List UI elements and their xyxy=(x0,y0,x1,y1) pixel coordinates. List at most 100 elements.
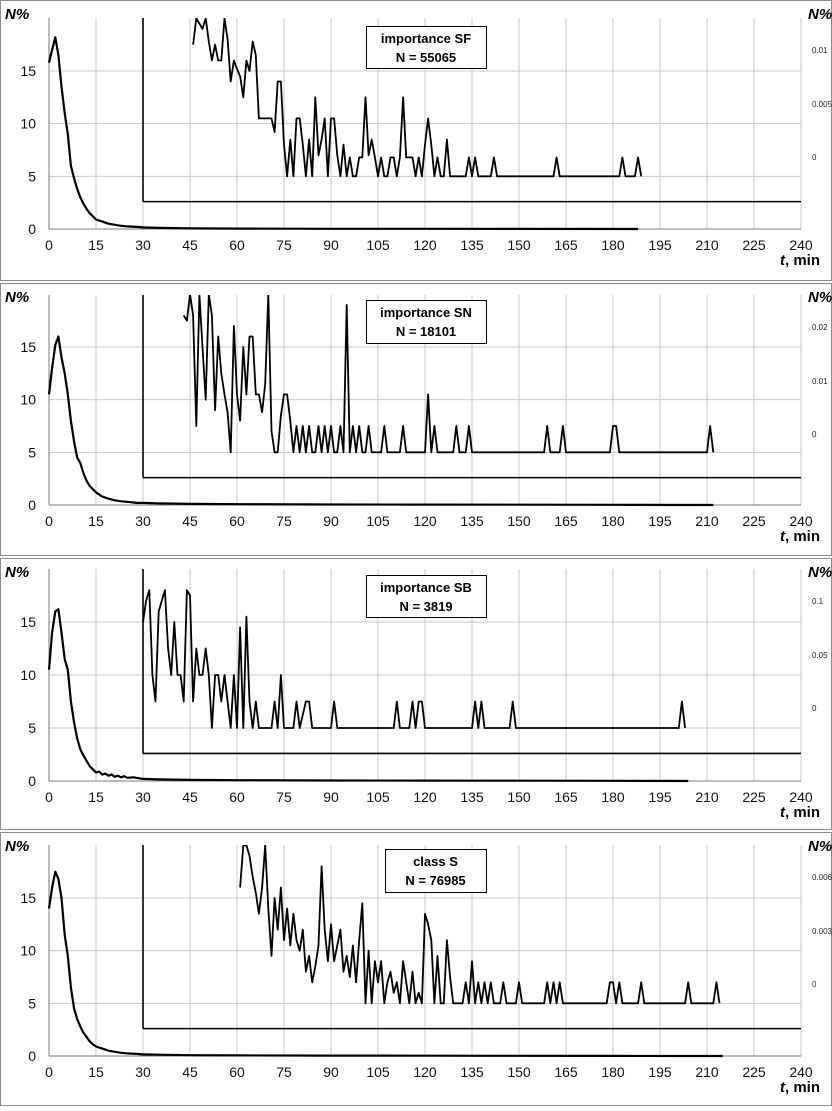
x-tick-label: 75 xyxy=(276,513,292,529)
x-tick-label: 180 xyxy=(601,237,625,253)
x-tick-label: 195 xyxy=(648,513,672,529)
y-tick-label: 15 xyxy=(20,614,36,630)
x-tick-label: 150 xyxy=(507,513,531,529)
x-axis-label: t, min xyxy=(780,528,820,545)
x-tick-label: 165 xyxy=(554,513,578,529)
x-tick-label: 105 xyxy=(366,789,390,805)
x-tick-label: 90 xyxy=(323,237,339,253)
legend: class SN = 76985 xyxy=(386,850,487,893)
x-tick-label: 210 xyxy=(695,789,719,805)
y-tick-label: 10 xyxy=(20,392,36,408)
x-tick-label: 0 xyxy=(45,513,53,529)
x-tick-label: 180 xyxy=(601,789,625,805)
x-tick-label: 240 xyxy=(789,1064,813,1080)
x-axis-label: t, min xyxy=(780,804,820,821)
y-tick-label: 15 xyxy=(20,63,36,79)
x-tick-label: 30 xyxy=(135,789,151,805)
inset-y-tick-label: 0.01 xyxy=(812,46,828,55)
x-tick-label: 195 xyxy=(648,237,672,253)
x-tick-label: 120 xyxy=(413,789,437,805)
y-tick-label: 10 xyxy=(20,667,36,683)
x-tick-label: 15 xyxy=(88,789,104,805)
y-axis-label: N% xyxy=(5,838,29,855)
x-tick-label: 0 xyxy=(45,237,53,253)
x-tick-label: 75 xyxy=(276,237,292,253)
inset-y-axis-label: N% xyxy=(808,6,832,23)
x-tick-label: 15 xyxy=(88,513,104,529)
x-tick-label: 135 xyxy=(460,1064,484,1080)
x-tick-label: 90 xyxy=(323,1064,339,1080)
x-tick-label: 105 xyxy=(366,237,390,253)
inset-y-tick-label: 0 xyxy=(812,704,817,713)
x-tick-label: 60 xyxy=(229,789,245,805)
x-tick-label: 210 xyxy=(695,513,719,529)
x-axis-label: t, min xyxy=(780,252,820,269)
y-axis-label: N% xyxy=(5,564,29,581)
y-tick-label: 0 xyxy=(28,497,36,513)
x-tick-label: 165 xyxy=(554,237,578,253)
inset-y-tick-label: 0 xyxy=(812,153,817,162)
x-tick-label: 120 xyxy=(413,1064,437,1080)
x-tick-label: 45 xyxy=(182,513,198,529)
legend-count: N = 18101 xyxy=(396,324,456,339)
x-tick-label: 165 xyxy=(554,789,578,805)
x-tick-label: 135 xyxy=(460,789,484,805)
x-tick-label: 30 xyxy=(135,1064,151,1080)
y-axis-label: N% xyxy=(5,6,29,23)
x-tick-label: 240 xyxy=(789,789,813,805)
inset-y-tick-label: 0.1 xyxy=(812,597,824,606)
x-tick-label: 150 xyxy=(507,237,531,253)
inset-y-tick-label: 0 xyxy=(812,980,817,989)
x-tick-label: 15 xyxy=(88,1064,104,1080)
legend-count: N = 55065 xyxy=(396,50,456,65)
inset-y-tick-label: 0.003 xyxy=(812,927,832,936)
y-tick-label: 10 xyxy=(20,943,36,959)
x-tick-label: 225 xyxy=(742,513,766,529)
x-tick-label: 240 xyxy=(789,237,813,253)
y-tick-label: 15 xyxy=(20,890,36,906)
inset-y-axis-label: N% xyxy=(808,838,832,855)
inset-y-tick-label: 0 xyxy=(812,430,817,439)
inset-y-tick-label: 0.006 xyxy=(812,873,832,882)
y-tick-label: 0 xyxy=(28,773,36,789)
x-tick-label: 0 xyxy=(45,1064,53,1080)
x-tick-label: 45 xyxy=(182,789,198,805)
x-axis-label: t, min xyxy=(780,1079,820,1096)
x-tick-label: 105 xyxy=(366,513,390,529)
legend-count: N = 3819 xyxy=(399,599,452,614)
x-tick-label: 90 xyxy=(323,513,339,529)
y-tick-label: 0 xyxy=(28,1048,36,1064)
legend-title: importance SB xyxy=(380,580,472,595)
x-tick-label: 165 xyxy=(554,1064,578,1080)
x-tick-label: 105 xyxy=(366,1064,390,1080)
x-tick-label: 60 xyxy=(229,1064,245,1080)
legend-title: importance SF xyxy=(381,31,471,46)
x-tick-label: 75 xyxy=(276,789,292,805)
legend: importance SN N = 18101 xyxy=(367,301,487,344)
inset-y-tick-label: 0.005 xyxy=(812,100,832,109)
inset-y-axis-label: N% xyxy=(808,564,832,581)
y-tick-label: 0 xyxy=(28,221,36,237)
x-tick-label: 0 xyxy=(45,789,53,805)
y-tick-label: 5 xyxy=(28,720,36,736)
inset-y-axis-label: N% xyxy=(808,289,832,306)
y-axis-label: N% xyxy=(5,289,29,306)
x-tick-label: 135 xyxy=(460,237,484,253)
inset-y-tick-label: 0.01 xyxy=(812,377,828,386)
x-tick-label: 30 xyxy=(135,237,151,253)
x-tick-label: 150 xyxy=(507,789,531,805)
legend: importance SF N = 55065 xyxy=(367,27,487,69)
x-tick-label: 180 xyxy=(601,1064,625,1080)
legend-title: class S xyxy=(413,854,458,869)
x-tick-label: 150 xyxy=(507,1064,531,1080)
legend-title: importance SN xyxy=(380,305,472,320)
x-tick-label: 240 xyxy=(789,513,813,529)
x-tick-label: 120 xyxy=(413,237,437,253)
inset-y-tick-label: 0.05 xyxy=(812,651,828,660)
x-tick-label: 195 xyxy=(648,789,672,805)
